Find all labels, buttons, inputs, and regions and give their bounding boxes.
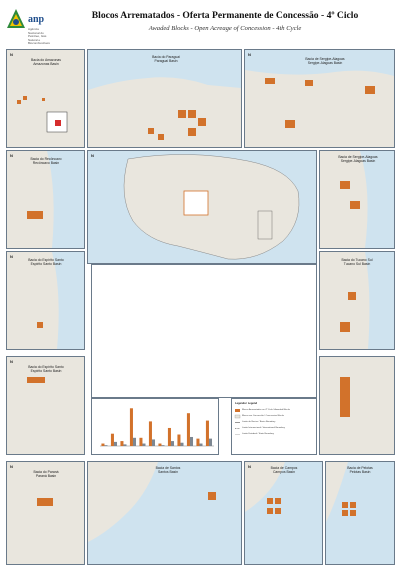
inset-map-amazonas[interactable]: N Bacia do Amazonas Amazonas Basin [6, 49, 85, 148]
legend-item: Limite Internacional / International Bou… [242, 427, 285, 429]
chart-bar [148, 421, 152, 446]
inset-map-santos[interactable]: Bacia de Santos Santos Basin [87, 461, 242, 565]
logo-subtitle: Agência Nacional do Petróleo, Gás Natura… [28, 27, 50, 46]
map-title: Blocos Arrematados - Oferta Permanente d… [91, 10, 359, 21]
basin-label: Bacia de Campos Campos Basin [270, 466, 298, 474]
chart-bar [177, 434, 181, 446]
basin-label: Bacia do Paraguai Paraguai Basin [152, 55, 180, 63]
north-arrow-icon: N [10, 359, 13, 364]
inset-map-sergipe-alagoas-1[interactable]: N Bacia de Sergipe-Alagoas Sergipe-Alago… [244, 49, 395, 148]
table-header-1 [172, 269, 173, 272]
legend-heading: Legenda / Legend [235, 402, 258, 405]
basin-label: Bacia de Sergipe-Alagoas Sergipe-Alagoas… [338, 155, 378, 163]
legend-item: Limite de Bacias / Basin Boundary [242, 421, 276, 423]
chart-bar [139, 437, 143, 446]
inset-map-paraguai[interactable]: Bacia do Paraguai Paraguai Basin [87, 49, 242, 148]
basin-label: Bacia do Paraná Paraná Basin [33, 470, 59, 478]
chart-bar [129, 408, 133, 446]
inset-map-espírito-santo-1[interactable]: N Bacia do Espírito Santo Espírito Santo… [6, 251, 85, 350]
chart-bar [167, 427, 171, 446]
chart-bar [158, 443, 162, 446]
inset-map-sergipe-alagoas-2[interactable]: Bacia de Sergipe-Alagoas Sergipe-Alagoas… [319, 150, 395, 249]
awarded-blocks-chart [91, 398, 219, 455]
chart-bar [196, 438, 200, 446]
north-arrow-icon: N [10, 153, 13, 158]
chart-bar [113, 441, 118, 446]
anp-logo: anp Agência Nacional do Petróleo, Gás Na… [6, 8, 50, 45]
inset-map-paraná[interactable]: N Bacia do Paraná Paraná Basin [6, 461, 85, 565]
inset-map-espírito-santo-3[interactable] [319, 356, 395, 455]
basin-label [322, 361, 392, 365]
chart-bar [186, 413, 190, 446]
chart-bar [199, 443, 203, 446]
legend-item: Blocos Arrematados no 4º Ciclo / Awarded… [242, 409, 291, 411]
chart-bar [189, 436, 194, 446]
chart-bar [208, 438, 213, 446]
north-arrow-icon: N [248, 52, 251, 57]
logo-text: anp [28, 14, 45, 25]
chart-bar [205, 420, 209, 446]
basin-label: Bacia do Amazonas Amazonas Basin [31, 58, 61, 66]
legend-item: Blocos em Concessão / Concession Blocks [242, 415, 285, 417]
chart-bar [170, 441, 175, 446]
chart-bar [123, 444, 127, 446]
basin-label: Bacia do Recôncavo Recôncavo Basin [30, 157, 62, 165]
chart-bar [180, 442, 184, 446]
anp-logo-mark [7, 9, 25, 28]
north-arrow-icon: N [10, 52, 13, 57]
north-arrow-icon: N [10, 464, 13, 469]
awarded-blocks-table [91, 264, 317, 398]
chart-bar [142, 443, 146, 446]
inset-map-espírito-santo-2[interactable]: N Bacia do Espírito Santo Espírito Santo… [6, 356, 85, 455]
north-arrow-icon: N [10, 254, 13, 259]
bar-chart [100, 408, 214, 447]
map-subtitle: Awaded Blocks - Open Acreage of Concessi… [148, 25, 302, 32]
chart-bar [104, 445, 108, 446]
inset-map-pelotas[interactable]: Bacia de Pelotas Pelotas Basin [325, 461, 395, 565]
chart-bar [132, 437, 137, 446]
legend-box: Legenda / Legend Blocos Arrematados no 4… [231, 398, 317, 455]
north-arrow-icon: N [248, 464, 251, 469]
legend-item: Limite Estadual / State Boundary [242, 433, 274, 435]
chart-bar [101, 443, 105, 446]
inset-map-recôncavo[interactable]: N Bacia do Recôncavo Recôncavo Basin [6, 150, 85, 249]
north-arrow-icon: N [91, 153, 94, 158]
inset-map-tucano-sul[interactable]: Bacia do Tucano Sul Tucano Sul Basin [319, 251, 395, 350]
basin-label: Bacia do Espírito Santo Espírito Santo B… [28, 258, 64, 266]
basin-label: Bacia de Sergipe-Alagoas Sergipe-Alagoas… [305, 57, 345, 65]
chart-bar [120, 441, 124, 446]
basin-label: Bacia do Tucano Sul Tucano Sul Basin [341, 258, 373, 266]
chart-bar [110, 433, 114, 446]
chart-bar [161, 445, 165, 446]
chart-bar [151, 439, 156, 446]
legend-swatches [234, 409, 241, 435]
basin-label: Bacia do Espírito Santo Espírito Santo B… [28, 365, 64, 373]
main-map-brazil[interactable]: N [87, 150, 317, 264]
basin-label: Bacia de Santos Santos Basin [155, 466, 181, 474]
inset-map-campos[interactable]: N Bacia de Campos Campos Basin [244, 461, 323, 565]
basin-label: Bacia de Pelotas Pelotas Basin [347, 466, 373, 474]
